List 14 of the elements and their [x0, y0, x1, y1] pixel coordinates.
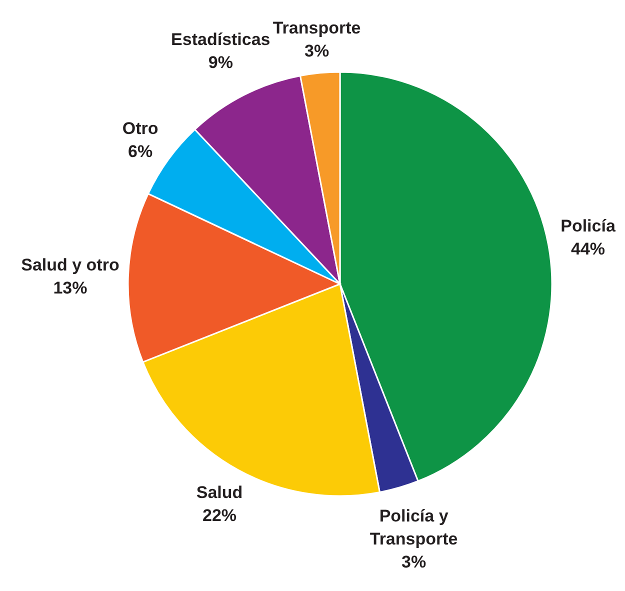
- data-label: 9%: [208, 52, 233, 72]
- data-label: 13%: [53, 278, 88, 298]
- slice-label: Salud y otro: [21, 255, 120, 274]
- slice-label: Otro: [122, 118, 158, 138]
- slice-label: Transporte: [272, 18, 361, 38]
- slice-label: Policía: [560, 216, 616, 236]
- data-label: 6%: [128, 142, 153, 161]
- slice-label: Salud: [196, 483, 243, 502]
- data-label: 22%: [202, 506, 237, 526]
- slice-label: Policía y Transporte: [370, 506, 458, 549]
- data-label: 44%: [571, 240, 606, 259]
- data-label: 3%: [402, 552, 426, 572]
- slice-label: Estadísticas: [171, 30, 270, 49]
- data-label: 3%: [304, 41, 330, 60]
